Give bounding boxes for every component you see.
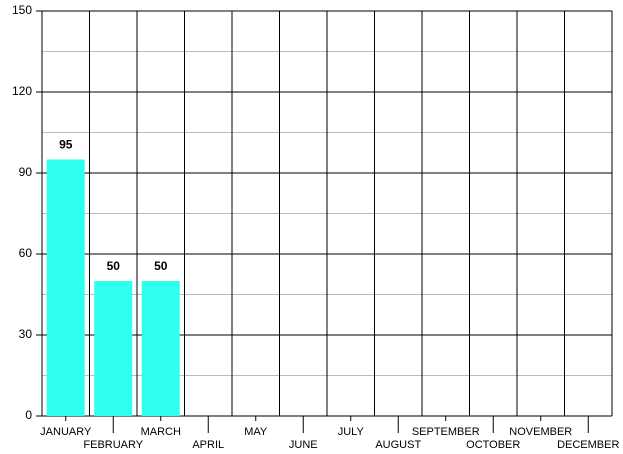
x-tick-label: APRIL — [192, 439, 224, 451]
y-tick-label: 60 — [19, 246, 33, 260]
bar — [46, 159, 85, 416]
y-tick-label: 150 — [12, 3, 32, 17]
x-tick-label: OCTOBER — [466, 439, 520, 451]
x-tick-label: FEBRUARY — [83, 439, 143, 451]
value-label: 50 — [107, 259, 121, 273]
x-tick-label: AUGUST — [375, 439, 421, 451]
bar — [94, 281, 133, 416]
x-tick-label: NOVEMBER — [509, 426, 572, 438]
x-tick-label: DECEMBER — [557, 439, 619, 451]
y-tick-label: 90 — [19, 165, 33, 179]
x-tick-label: JUNE — [289, 439, 318, 451]
y-tick-label: 120 — [12, 84, 32, 98]
x-tick-label: MARCH — [141, 426, 181, 438]
x-tick-label: MAY — [244, 426, 268, 438]
value-label: 50 — [154, 259, 168, 273]
x-tick-label: JANUARY — [40, 426, 92, 438]
bar — [141, 281, 180, 416]
value-label: 95 — [59, 138, 73, 152]
x-tick-label: JULY — [338, 426, 365, 438]
x-tick-label: SEPTEMBER — [412, 426, 480, 438]
y-tick-label: 0 — [25, 408, 32, 422]
y-tick-label: 30 — [19, 327, 33, 341]
